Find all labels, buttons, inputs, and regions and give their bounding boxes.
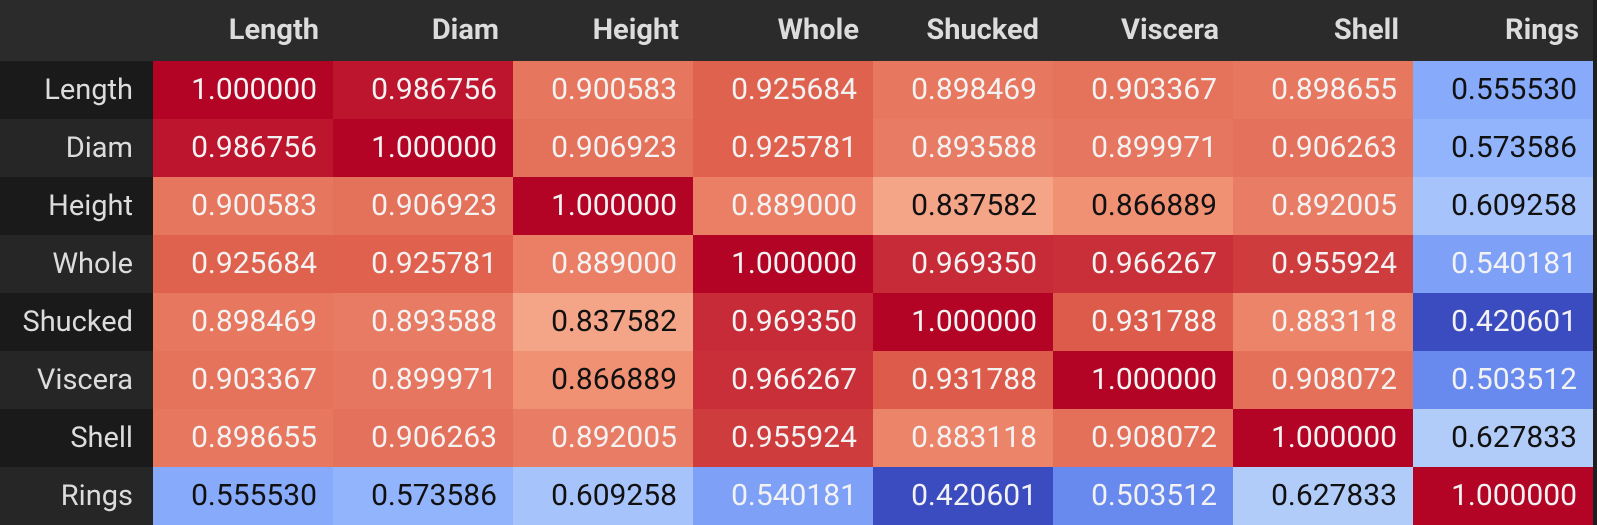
cell-whole-diam: 0.925781 — [333, 235, 513, 293]
cell-height-rings: 0.609258 — [1413, 177, 1593, 235]
cell-rings-length: 0.555530 — [153, 467, 333, 525]
column-header-diam: Diam — [333, 0, 513, 61]
cell-shucked-viscera: 0.931788 — [1053, 293, 1233, 351]
cell-length-viscera: 0.903367 — [1053, 61, 1233, 119]
cell-whole-height: 0.889000 — [513, 235, 693, 293]
cell-diam-diam: 1.000000 — [333, 119, 513, 177]
cell-shell-length: 0.898655 — [153, 409, 333, 467]
column-header-whole: Whole — [693, 0, 873, 61]
cell-length-whole: 0.925684 — [693, 61, 873, 119]
row-header-shucked: Shucked — [0, 293, 153, 351]
column-header-length: Length — [153, 0, 333, 61]
cell-whole-length: 0.925684 — [153, 235, 333, 293]
cell-shucked-whole: 0.969350 — [693, 293, 873, 351]
cell-viscera-shucked: 0.931788 — [873, 351, 1053, 409]
cell-viscera-rings: 0.503512 — [1413, 351, 1593, 409]
cell-height-shucked: 0.837582 — [873, 177, 1053, 235]
cell-length-length: 1.000000 — [153, 61, 333, 119]
cell-viscera-shell: 0.908072 — [1233, 351, 1413, 409]
cell-shell-diam: 0.906263 — [333, 409, 513, 467]
cell-length-rings: 0.555530 — [1413, 61, 1593, 119]
column-header-rings: Rings — [1413, 0, 1593, 61]
cell-diam-viscera: 0.899971 — [1053, 119, 1233, 177]
cell-whole-shell: 0.955924 — [1233, 235, 1413, 293]
cell-shell-shell: 1.000000 — [1233, 409, 1413, 467]
cell-shell-rings: 0.627833 — [1413, 409, 1593, 467]
cell-whole-viscera: 0.966267 — [1053, 235, 1233, 293]
cell-rings-height: 0.609258 — [513, 467, 693, 525]
row-header-height: Height — [0, 177, 153, 235]
row-header-diam: Diam — [0, 119, 153, 177]
cell-diam-height: 0.906923 — [513, 119, 693, 177]
cell-shucked-diam: 0.893588 — [333, 293, 513, 351]
cell-diam-whole: 0.925781 — [693, 119, 873, 177]
column-header-shucked: Shucked — [873, 0, 1053, 61]
cell-rings-shell: 0.627833 — [1233, 467, 1413, 525]
column-header-viscera: Viscera — [1053, 0, 1233, 61]
cell-shucked-height: 0.837582 — [513, 293, 693, 351]
cell-viscera-viscera: 1.000000 — [1053, 351, 1233, 409]
cell-diam-rings: 0.573586 — [1413, 119, 1593, 177]
cell-rings-whole: 0.540181 — [693, 467, 873, 525]
cell-shell-height: 0.892005 — [513, 409, 693, 467]
cell-height-viscera: 0.866889 — [1053, 177, 1233, 235]
cell-shucked-length: 0.898469 — [153, 293, 333, 351]
cell-viscera-height: 0.866889 — [513, 351, 693, 409]
column-header-shell: Shell — [1233, 0, 1413, 61]
cell-rings-rings: 1.000000 — [1413, 467, 1593, 525]
row-header-length: Length — [0, 61, 153, 119]
cell-length-shell: 0.898655 — [1233, 61, 1413, 119]
row-header-viscera: Viscera — [0, 351, 153, 409]
cell-whole-rings: 0.540181 — [1413, 235, 1593, 293]
row-header-shell: Shell — [0, 409, 153, 467]
cell-whole-whole: 1.000000 — [693, 235, 873, 293]
row-header-whole: Whole — [0, 235, 153, 293]
cell-length-shucked: 0.898469 — [873, 61, 1053, 119]
cell-length-height: 0.900583 — [513, 61, 693, 119]
cell-rings-shucked: 0.420601 — [873, 467, 1053, 525]
cell-diam-length: 0.986756 — [153, 119, 333, 177]
cell-height-length: 0.900583 — [153, 177, 333, 235]
cell-viscera-diam: 0.899971 — [333, 351, 513, 409]
cell-height-height: 1.000000 — [513, 177, 693, 235]
corner-header — [0, 0, 153, 61]
row-header-rings: Rings — [0, 467, 153, 525]
cell-height-shell: 0.892005 — [1233, 177, 1413, 235]
cell-diam-shucked: 0.893588 — [873, 119, 1053, 177]
cell-shell-whole: 0.955924 — [693, 409, 873, 467]
cell-whole-shucked: 0.969350 — [873, 235, 1053, 293]
cell-rings-diam: 0.573586 — [333, 467, 513, 525]
cell-shell-shucked: 0.883118 — [873, 409, 1053, 467]
cell-diam-shell: 0.906263 — [1233, 119, 1413, 177]
cell-shell-viscera: 0.908072 — [1053, 409, 1233, 467]
cell-shucked-shucked: 1.000000 — [873, 293, 1053, 351]
column-header-height: Height — [513, 0, 693, 61]
cell-height-diam: 0.906923 — [333, 177, 513, 235]
cell-viscera-length: 0.903367 — [153, 351, 333, 409]
cell-length-diam: 0.986756 — [333, 61, 513, 119]
cell-shucked-rings: 0.420601 — [1413, 293, 1593, 351]
cell-rings-viscera: 0.503512 — [1053, 467, 1233, 525]
cell-height-whole: 0.889000 — [693, 177, 873, 235]
cell-viscera-whole: 0.966267 — [693, 351, 873, 409]
cell-shucked-shell: 0.883118 — [1233, 293, 1413, 351]
